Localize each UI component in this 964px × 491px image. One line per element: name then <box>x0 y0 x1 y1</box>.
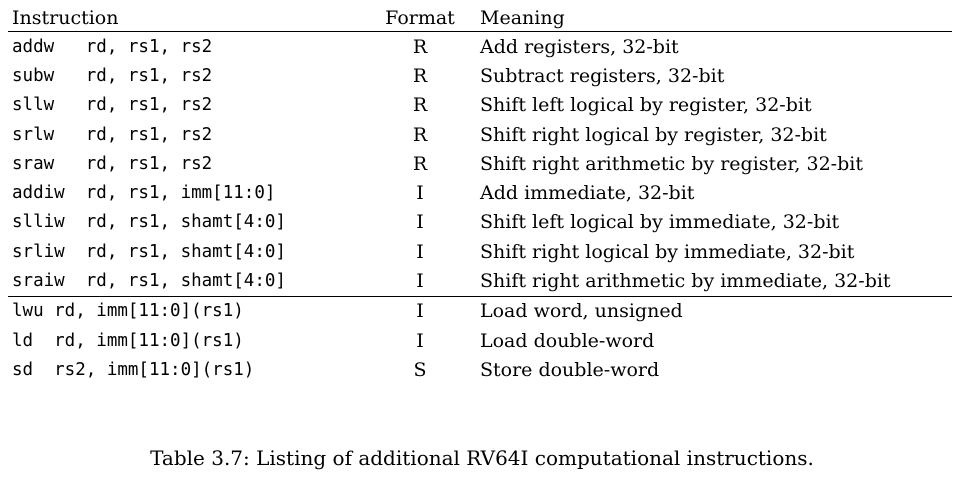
table-row: sllw rd, rs1, rs2 R Shift left logical b… <box>8 91 952 120</box>
instruction-cell: srlw rd, rs1, rs2 <box>12 124 213 145</box>
format-cell: R <box>412 35 428 58</box>
table-row: addw rd, rs1, rs2 R Add registers, 32-bi… <box>8 32 952 62</box>
meaning-cell: Subtract registers, 32-bit <box>480 64 725 87</box>
table-row: srliw rd, rs1, shamt[4:0] I Shift right … <box>8 237 952 266</box>
instruction-cell: lwu rd, imm[11:0](rs1) <box>8 295 364 326</box>
meaning-cell: Store double-word <box>480 358 660 381</box>
meaning-cell: Add registers, 32-bit <box>480 35 679 58</box>
instruction-cell: srliw rd, rs1, shamt[4:0] <box>12 241 286 262</box>
format-cell: I <box>416 270 424 293</box>
meaning-cell: Shift right logical by register, 32-bit <box>480 123 827 146</box>
meaning-cell: Load double-word <box>480 329 655 352</box>
instruction-cell: ld rd, imm[11:0](rs1) <box>12 330 244 351</box>
format-cell: S <box>413 358 427 381</box>
format-cell: R <box>412 152 428 175</box>
table-row: subw rd, rs1, rs2 R Subtract registers, … <box>8 61 952 90</box>
meaning-cell: Add immediate, 32-bit <box>480 182 695 205</box>
meaning-cell: Shift right logical by immediate, 32-bit <box>480 240 855 263</box>
instruction-cell: sllw rd, rs1, rs2 <box>12 95 213 116</box>
instruction-cell: addiw rd, rs1, imm[11:0] <box>12 183 276 204</box>
table-row: sd rs2, imm[11:0](rs1) S Store double-wo… <box>8 355 952 384</box>
instruction-cell: addw rd, rs1, rs2 <box>12 36 213 57</box>
instruction-table-container: Instruction Format Meaning addw rd, rs1,… <box>8 4 952 385</box>
format-cell: I <box>416 329 424 352</box>
meaning-cell: Load word, unsigned <box>476 295 952 326</box>
meaning-cell: Shift right arithmetic by immediate, 32-… <box>480 270 891 293</box>
format-cell: R <box>412 123 428 146</box>
format-cell: I <box>416 240 424 263</box>
table-row: slliw rd, rs1, shamt[4:0] I Shift left l… <box>8 208 952 237</box>
instruction-cell: slliw rd, rs1, shamt[4:0] <box>12 212 286 233</box>
table-row: sraiw rd, rs1, shamt[4:0] I Shift right … <box>8 266 952 296</box>
format-cell: I <box>416 182 424 205</box>
instruction-cell: subw rd, rs1, rs2 <box>12 65 213 86</box>
format-cell: I <box>416 211 424 234</box>
table-row: srlw rd, rs1, rs2 R Shift right logical … <box>8 120 952 149</box>
format-cell: R <box>412 64 428 87</box>
instruction-cell: sraw rd, rs1, rs2 <box>12 153 213 174</box>
instruction-cell: sraiw rd, rs1, shamt[4:0] <box>12 271 286 292</box>
table-row: ld rd, imm[11:0](rs1) I Load double-word <box>8 326 952 355</box>
meaning-cell: Shift left logical by immediate, 32-bit <box>480 211 840 234</box>
instruction-table: Instruction Format Meaning addw rd, rs1,… <box>8 4 952 385</box>
header-instruction: Instruction <box>12 6 119 29</box>
header-meaning: Meaning <box>480 6 565 29</box>
table-row: addiw rd, rs1, imm[11:0] I Add immediate… <box>8 178 952 207</box>
instruction-cell: sd rs2, imm[11:0](rs1) <box>12 359 255 380</box>
table-row: lwu rd, imm[11:0](rs1) I Load word, unsi… <box>8 295 952 326</box>
header-format: Format <box>385 6 455 29</box>
format-cell: R <box>412 94 428 117</box>
format-cell: I <box>364 295 476 326</box>
table-caption: Table 3.7: Listing of additional RV64I c… <box>150 446 814 470</box>
table-row: sraw rd, rs1, rs2 R Shift right arithmet… <box>8 149 952 178</box>
table-header-row: Instruction Format Meaning <box>8 4 952 32</box>
meaning-cell: Shift right arithmetic by register, 32-b… <box>480 152 863 175</box>
meaning-cell: Shift left logical by register, 32-bit <box>480 94 812 117</box>
